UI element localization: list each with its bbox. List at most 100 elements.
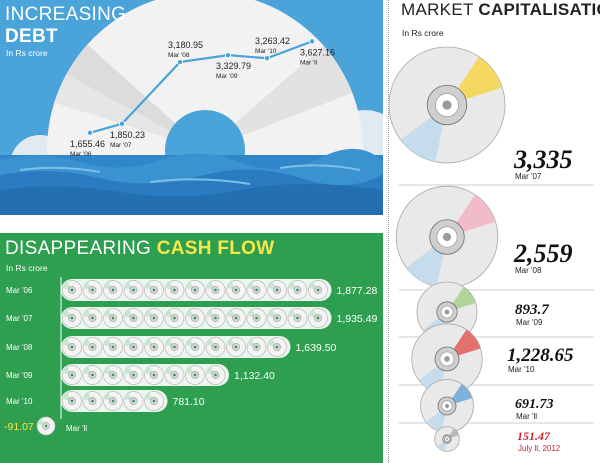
debt-point: [308, 38, 315, 45]
debt-point: [87, 129, 94, 136]
cash-disc: [308, 280, 328, 300]
debt-value-label: 1,655.46: [70, 139, 105, 149]
cash-disc: [123, 337, 144, 357]
cash-disc: [164, 337, 185, 357]
mcap-disc: [395, 185, 499, 289]
cash-disc: [103, 337, 123, 357]
cash-category-label: Mar 'll: [66, 424, 87, 433]
cash-disc: [144, 280, 164, 300]
cash-disc: [287, 308, 308, 328]
mcap-title-light: MARKET: [401, 0, 474, 19]
mcap-category-label: Mar 'll: [516, 412, 537, 421]
cash-disc: [82, 365, 103, 385]
cash-disc: [36, 416, 56, 436]
cash-disc: [82, 391, 103, 411]
debt-unit-label: In Rs crore: [6, 48, 48, 58]
cash-disc: [226, 280, 246, 300]
mcap-unit-label: In Rs crore: [402, 28, 444, 38]
debt-category-label: Mar '06: [70, 151, 92, 158]
cash-category-label: Mar '08: [6, 343, 33, 352]
cash-disc: [185, 308, 205, 328]
debt-point: [119, 120, 126, 127]
mcap-disc: [434, 426, 460, 452]
cash-title-bold: CASH FLOW: [156, 238, 275, 259]
debt-value-label: 3,627.16: [300, 47, 335, 57]
cash-value-label: 1,132.40: [234, 370, 275, 382]
cash-disc: [267, 308, 287, 328]
cash-disc: [123, 365, 144, 385]
cash-disc: [185, 337, 205, 357]
debt-panel: 1,655.46 Mar '06 1,850.23 Mar '07 3,180.95 Ma…: [0, 0, 383, 215]
debt-point: [263, 55, 270, 62]
cash-disc: [205, 365, 226, 385]
mcap-value-label: 691.73: [515, 397, 554, 412]
cash-value-label: 1,935.49: [337, 313, 378, 325]
cash-disc: [226, 308, 246, 328]
cash-title-light: DISAPPEARING: [5, 238, 152, 259]
cash-disc: [267, 280, 287, 300]
cash-category-label: Mar '07: [6, 314, 33, 323]
debt-point: [176, 59, 183, 66]
cash-disc: [144, 308, 164, 328]
debt-title-bold: DEBT: [5, 26, 58, 47]
mcap-value-label: 151.47: [517, 429, 551, 443]
cash-disc: [185, 365, 205, 385]
cash-disc: [82, 337, 103, 357]
cash-value-label: 1,639.50: [296, 342, 337, 354]
mcap-disc: [389, 46, 506, 164]
mcap-category-label: July ll, 2012: [518, 444, 561, 453]
cash-disc: [185, 280, 205, 300]
debt-category-label: Mar 'll: [300, 59, 318, 66]
cash-disc: [246, 280, 267, 300]
cash-disc: [82, 308, 103, 328]
cash-disc: [103, 308, 123, 328]
cash-disc: [82, 280, 103, 300]
mcap-value-label: 2,559: [513, 239, 573, 268]
cash-disc: [164, 280, 185, 300]
debt-category-label: Mar '09: [216, 73, 238, 80]
mcap-disc: [420, 379, 474, 433]
mcap-category-label: Mar '07: [515, 172, 542, 181]
cash-disc: [144, 365, 164, 385]
debt-title-light: INCREASING: [5, 4, 127, 25]
cash-disc: [123, 391, 144, 411]
mcap-value-label: 3,335: [513, 145, 573, 174]
cash-category-label: Mar '06: [6, 286, 33, 295]
cash-disc: [62, 365, 82, 385]
cash-disc: [287, 280, 308, 300]
cash-disc: [62, 391, 82, 411]
cash-panel: Mar '06 1,877.28 Mar '07 1,935.49 Mar '08 1,6…: [0, 233, 383, 463]
cash-disc: [123, 280, 144, 300]
cash-disc: [144, 391, 164, 411]
mcap-value-label: 1,228.65: [507, 345, 574, 366]
cash-value-label: 1,877.28: [337, 285, 378, 297]
cash-disc: [308, 308, 328, 328]
cash-disc: [62, 337, 82, 357]
debt-category-label: Mar '10: [255, 48, 277, 55]
mcap-category-label: Mar '10: [508, 365, 535, 374]
cash-disc: [164, 308, 185, 328]
cash-disc: [246, 308, 267, 328]
mcap-panel: 3,335 Mar '07 2,559 Mar '08 893.7 Mar '09 1,22…: [388, 0, 600, 463]
cash-unit-label: In Rs crore: [6, 263, 48, 273]
cash-disc: [62, 308, 82, 328]
mcap-disc: [411, 323, 483, 395]
debt-value-label: 3,329.79: [216, 61, 251, 71]
cash-disc: [103, 365, 123, 385]
cash-title: DISAPPEARING CASH FLOW: [5, 238, 274, 260]
cash-category-label: Mar '10: [6, 397, 33, 406]
cash-category-label: Mar '09: [6, 371, 33, 380]
debt-point: [224, 52, 231, 59]
cash-disc: [205, 308, 226, 328]
mcap-category-label: Mar '09: [516, 318, 543, 327]
debt-line: [89, 40, 313, 134]
mcap-category-label: Mar '08: [515, 266, 542, 275]
cash-disc: [205, 280, 226, 300]
cash-disc: [246, 337, 267, 357]
cash-value-label: 781.10: [173, 396, 205, 408]
mcap-title: MARKET CAPITALISATION: [401, 0, 600, 20]
debt-value-label: 1,850.23: [110, 130, 145, 140]
cash-value-label: -91.07: [4, 421, 34, 433]
mcap-value-label: 893.7: [515, 302, 549, 318]
